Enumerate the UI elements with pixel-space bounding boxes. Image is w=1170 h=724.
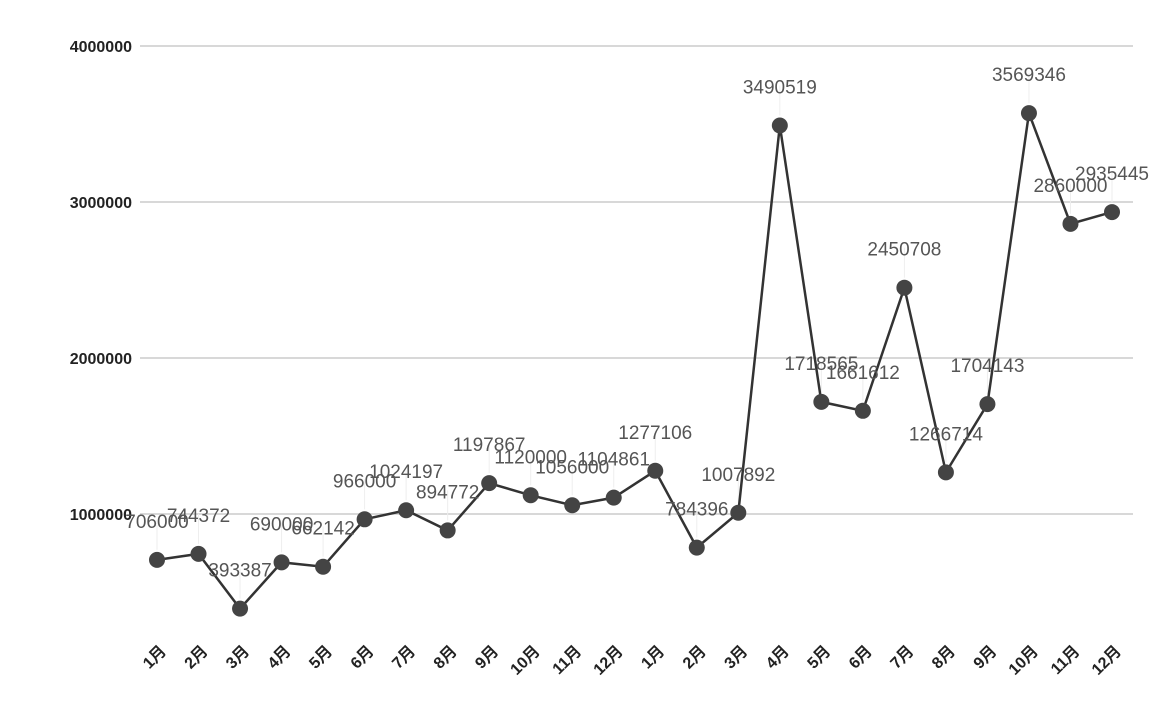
data-point [854, 402, 871, 419]
data-point [1104, 204, 1120, 221]
x-tick-label: 6月 [347, 642, 377, 672]
x-tick-label: 7月 [389, 642, 419, 672]
data-point [315, 558, 332, 575]
x-tick-label: 1月 [638, 642, 668, 672]
data-label: 1120000 [494, 447, 567, 468]
x-tick-label: 9月 [472, 642, 502, 672]
data-point [481, 475, 498, 492]
data-point [522, 487, 539, 504]
data-label: 1056000 [535, 457, 609, 478]
data-point [813, 393, 830, 410]
data-point [398, 502, 415, 519]
x-tick-label: 11月 [549, 642, 585, 678]
data-point [190, 545, 207, 562]
data-point [564, 497, 581, 514]
data-label: 2935445 [1075, 164, 1149, 185]
data-point [647, 462, 664, 479]
x-tick-label: 12月 [590, 642, 627, 679]
data-label: 2860000 [1033, 176, 1107, 197]
data-point [356, 511, 373, 528]
x-tick-label: 8月 [928, 642, 958, 672]
data-label: 706000 [125, 512, 188, 533]
x-tick-label: 4月 [762, 642, 792, 672]
data-point [771, 117, 788, 134]
x-tick-label: 5月 [306, 642, 336, 672]
data-label: 1277106 [618, 423, 692, 444]
data-label: 393387 [208, 561, 271, 582]
data-label: 662142 [291, 519, 354, 540]
y-tick-label: 3000000 [70, 195, 132, 212]
data-label: 1104861 [577, 450, 650, 471]
data-point [1020, 105, 1037, 122]
data-label: 1704143 [950, 356, 1024, 377]
data-label: 2450708 [867, 240, 941, 261]
x-tick-label: 5月 [804, 642, 834, 672]
data-point [937, 464, 954, 481]
data-label: 1718565 [784, 354, 858, 375]
data-point [232, 600, 249, 617]
y-tick-label: 2000000 [70, 351, 132, 368]
data-label: 3490519 [743, 77, 817, 98]
x-tick-label: 12月 [1088, 642, 1125, 679]
data-label: 894772 [416, 482, 479, 503]
data-point [896, 279, 913, 296]
x-tick-label: 2月 [181, 642, 211, 672]
x-tick-label: 3月 [721, 642, 751, 672]
data-point [688, 539, 705, 556]
data-label: 1007892 [701, 465, 775, 486]
x-tick-label: 2月 [679, 642, 709, 672]
x-tick-label: 7月 [887, 642, 917, 672]
y-tick-label: 1000000 [70, 507, 132, 524]
data-label: 1661612 [826, 363, 900, 384]
data-point [1062, 215, 1079, 232]
data-point [149, 551, 165, 568]
data-label: 1197867 [453, 435, 526, 456]
x-tick-label: 3月 [223, 642, 253, 672]
data-label: 966000 [333, 471, 396, 492]
data-point [979, 396, 996, 413]
x-tick-label: 10月 [507, 642, 544, 679]
data-label: 744372 [167, 506, 230, 527]
data-label: 784396 [665, 500, 728, 521]
data-label: 3569346 [992, 65, 1066, 86]
x-tick-label: 1月 [139, 642, 169, 672]
x-tick-label: 10月 [1005, 642, 1042, 679]
data-label: 690000 [250, 514, 313, 535]
x-tick-label: 9月 [970, 642, 1000, 672]
data-label: 1024197 [369, 462, 443, 483]
y-tick-label: 4000000 [70, 39, 132, 56]
data-point [730, 504, 747, 521]
x-tick-label: 6月 [845, 642, 875, 672]
x-tick-label: 4月 [264, 642, 294, 672]
x-tick-label: 11月 [1047, 642, 1083, 678]
x-tick-label: 8月 [430, 642, 460, 672]
data-point [273, 554, 290, 571]
data-point [605, 489, 622, 506]
data-label: 1266714 [909, 424, 983, 445]
data-point [439, 522, 456, 539]
